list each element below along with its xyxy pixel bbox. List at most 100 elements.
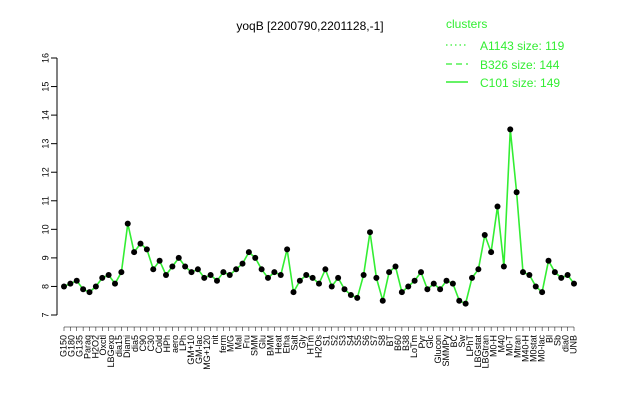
data-point xyxy=(277,272,284,279)
x-tick-label: G150 xyxy=(58,335,68,357)
data-point xyxy=(564,272,571,279)
x-tick-label: M40 xyxy=(497,335,507,353)
data-point xyxy=(112,280,118,287)
data-point xyxy=(303,272,310,279)
data-point xyxy=(469,274,475,281)
x-tick-label: dia0 xyxy=(560,335,570,352)
y-tick-label: 12 xyxy=(40,167,50,177)
data-point xyxy=(347,292,354,299)
legend: clusters A1143 size: 119 B326 size: 144 … xyxy=(446,17,565,90)
data-point xyxy=(430,280,437,287)
data-point xyxy=(488,249,495,256)
x-tick-label: S7 xyxy=(369,335,379,346)
legend-title: clusters xyxy=(446,17,487,31)
data-point xyxy=(309,274,316,281)
x-tick-label: dia15 xyxy=(114,335,124,357)
y-tick-label: 10 xyxy=(40,224,50,234)
x-tick-label: M0stat xyxy=(529,335,539,363)
data-point xyxy=(156,257,163,264)
data-point xyxy=(437,286,444,293)
data-point xyxy=(137,240,144,247)
data-point xyxy=(99,274,106,281)
data-point xyxy=(86,289,93,296)
data-point xyxy=(233,266,240,273)
data-point xyxy=(373,274,380,281)
data-point xyxy=(545,257,552,264)
data-point xyxy=(341,286,348,293)
x-tick-label: B60 xyxy=(393,335,403,351)
series-line xyxy=(63,129,575,305)
x-tick-label: B38 xyxy=(401,335,411,351)
y-tick-label: 8 xyxy=(40,284,50,289)
data-point xyxy=(520,269,526,276)
data-point xyxy=(188,269,195,276)
x-tick-label: Glc xyxy=(425,335,435,349)
data-point xyxy=(354,294,361,301)
y-tick-label: 13 xyxy=(40,139,50,149)
x-tick-label: Bl xyxy=(544,335,554,343)
data-point xyxy=(411,277,418,284)
data-point xyxy=(296,277,303,284)
x-tick-label: HTm xyxy=(305,335,315,355)
y-tick-label: 9 xyxy=(40,255,50,260)
data-point xyxy=(481,232,488,239)
data-point xyxy=(551,269,558,276)
x-tick-label: Mal xyxy=(234,335,244,350)
data-point xyxy=(513,189,520,196)
x-tick-label: Diami xyxy=(122,335,132,358)
data-point xyxy=(220,269,227,276)
data-point xyxy=(398,289,405,296)
x-tick-label: H2Os xyxy=(313,335,323,359)
x-tick-label: Mtran xyxy=(513,335,523,358)
data-point xyxy=(494,203,501,210)
data-point xyxy=(424,286,431,293)
data-point xyxy=(386,269,393,276)
x-tick-label: G180 xyxy=(66,335,76,357)
x-tick-label: Gly xyxy=(297,335,307,349)
data-point xyxy=(61,283,67,290)
data-point xyxy=(226,272,233,279)
data-point xyxy=(456,297,463,304)
data-point xyxy=(449,280,456,287)
data-point xyxy=(405,283,412,290)
x-tick-label: nit xyxy=(210,335,220,345)
data-point xyxy=(105,272,112,279)
legend-label-a1143: A1143 size: 119 xyxy=(480,39,565,53)
x-tick-label: Glu xyxy=(258,335,268,349)
y-tick-label: 11 xyxy=(40,196,50,205)
data-point xyxy=(500,263,507,270)
data-point xyxy=(194,266,201,273)
x-tick-label: S4 xyxy=(345,335,355,346)
x-tick-label: C90 xyxy=(138,335,148,352)
x-tick-label: Sw xyxy=(457,335,467,348)
chart-title: yoqB [2200790,2201128,-1] xyxy=(236,19,383,33)
legend-label-c101: C101 size: 149 xyxy=(480,76,560,90)
x-tick-label: M0-lac xyxy=(537,335,547,363)
x-tick-label: BC xyxy=(449,335,459,348)
data-point xyxy=(418,269,424,276)
x-tick-label: BT xyxy=(385,335,395,347)
x-tick-label: Paraq xyxy=(82,335,92,359)
x-axis: G150G180G135ParaqH2O2OxctlLBGexpdia15Dia… xyxy=(58,326,578,370)
x-tick-label: C30 xyxy=(146,335,156,352)
data-point xyxy=(392,263,399,270)
x-tick-label: S2 xyxy=(329,335,339,346)
data-point xyxy=(271,269,278,276)
data-point xyxy=(532,283,539,290)
x-tick-label: ferm xyxy=(218,335,228,353)
x-tick-label: M40-H xyxy=(521,335,531,362)
y-tick-label: 16 xyxy=(40,53,50,63)
data-point xyxy=(67,280,74,287)
series-layer xyxy=(61,126,577,307)
x-tick-label: GM+10 xyxy=(186,335,196,365)
data-point xyxy=(265,274,271,281)
x-tick-label: LoTm xyxy=(409,335,419,358)
data-point xyxy=(367,229,373,236)
data-point xyxy=(571,280,577,287)
data-point xyxy=(245,249,252,256)
x-tick-label: LBGexp xyxy=(106,335,116,368)
y-tick-label: 15 xyxy=(40,82,50,92)
x-tick-label: LBGstat xyxy=(473,335,483,368)
data-point xyxy=(201,274,208,281)
x-tick-label: Fru xyxy=(242,335,252,349)
